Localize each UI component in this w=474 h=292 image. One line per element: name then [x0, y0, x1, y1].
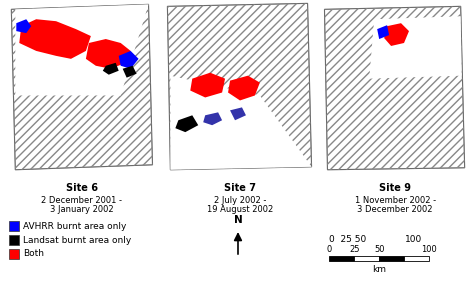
Text: 3 January 2002: 3 January 2002: [50, 206, 114, 214]
Text: Site 9: Site 9: [379, 183, 411, 193]
Text: 2 July 2002 -: 2 July 2002 -: [214, 196, 266, 204]
Bar: [9, 249, 19, 259]
Text: 50: 50: [374, 245, 384, 254]
Polygon shape: [190, 73, 225, 98]
Text: 2 December 2001 -: 2 December 2001 -: [41, 196, 122, 204]
Bar: [9, 235, 19, 245]
Polygon shape: [369, 16, 462, 79]
Polygon shape: [170, 76, 311, 170]
Text: 3 December 2002: 3 December 2002: [357, 206, 433, 214]
Polygon shape: [325, 6, 465, 170]
Polygon shape: [167, 4, 311, 170]
Text: 100: 100: [405, 235, 423, 244]
Text: Site 6: Site 6: [66, 183, 98, 193]
Bar: [379, 256, 404, 261]
Polygon shape: [123, 66, 137, 78]
Polygon shape: [15, 4, 148, 95]
Polygon shape: [175, 115, 198, 132]
Text: AVHRR burnt area only: AVHRR burnt area only: [23, 222, 127, 231]
Text: Site 7: Site 7: [224, 183, 256, 193]
Bar: [9, 221, 19, 231]
Text: 19 August 2002: 19 August 2002: [207, 206, 273, 214]
Bar: [329, 256, 354, 261]
Polygon shape: [118, 51, 138, 69]
Polygon shape: [230, 107, 246, 120]
Polygon shape: [377, 25, 389, 39]
Polygon shape: [11, 4, 153, 170]
Polygon shape: [16, 19, 31, 33]
Polygon shape: [86, 39, 131, 69]
Bar: [404, 256, 429, 261]
Polygon shape: [19, 19, 91, 59]
Text: 0  25 50: 0 25 50: [329, 235, 367, 244]
Polygon shape: [203, 112, 222, 125]
Polygon shape: [103, 63, 118, 75]
Text: N: N: [234, 215, 242, 225]
Text: 100: 100: [421, 245, 437, 254]
Text: 1 November 2002 -: 1 November 2002 -: [355, 196, 436, 204]
Polygon shape: [384, 23, 409, 46]
Polygon shape: [228, 76, 260, 100]
Text: Landsat burnt area only: Landsat burnt area only: [23, 236, 131, 245]
Text: 25: 25: [349, 245, 360, 254]
Bar: [354, 256, 379, 261]
Text: Both: Both: [23, 249, 44, 258]
Text: km: km: [372, 265, 386, 274]
Text: 0: 0: [327, 245, 332, 254]
